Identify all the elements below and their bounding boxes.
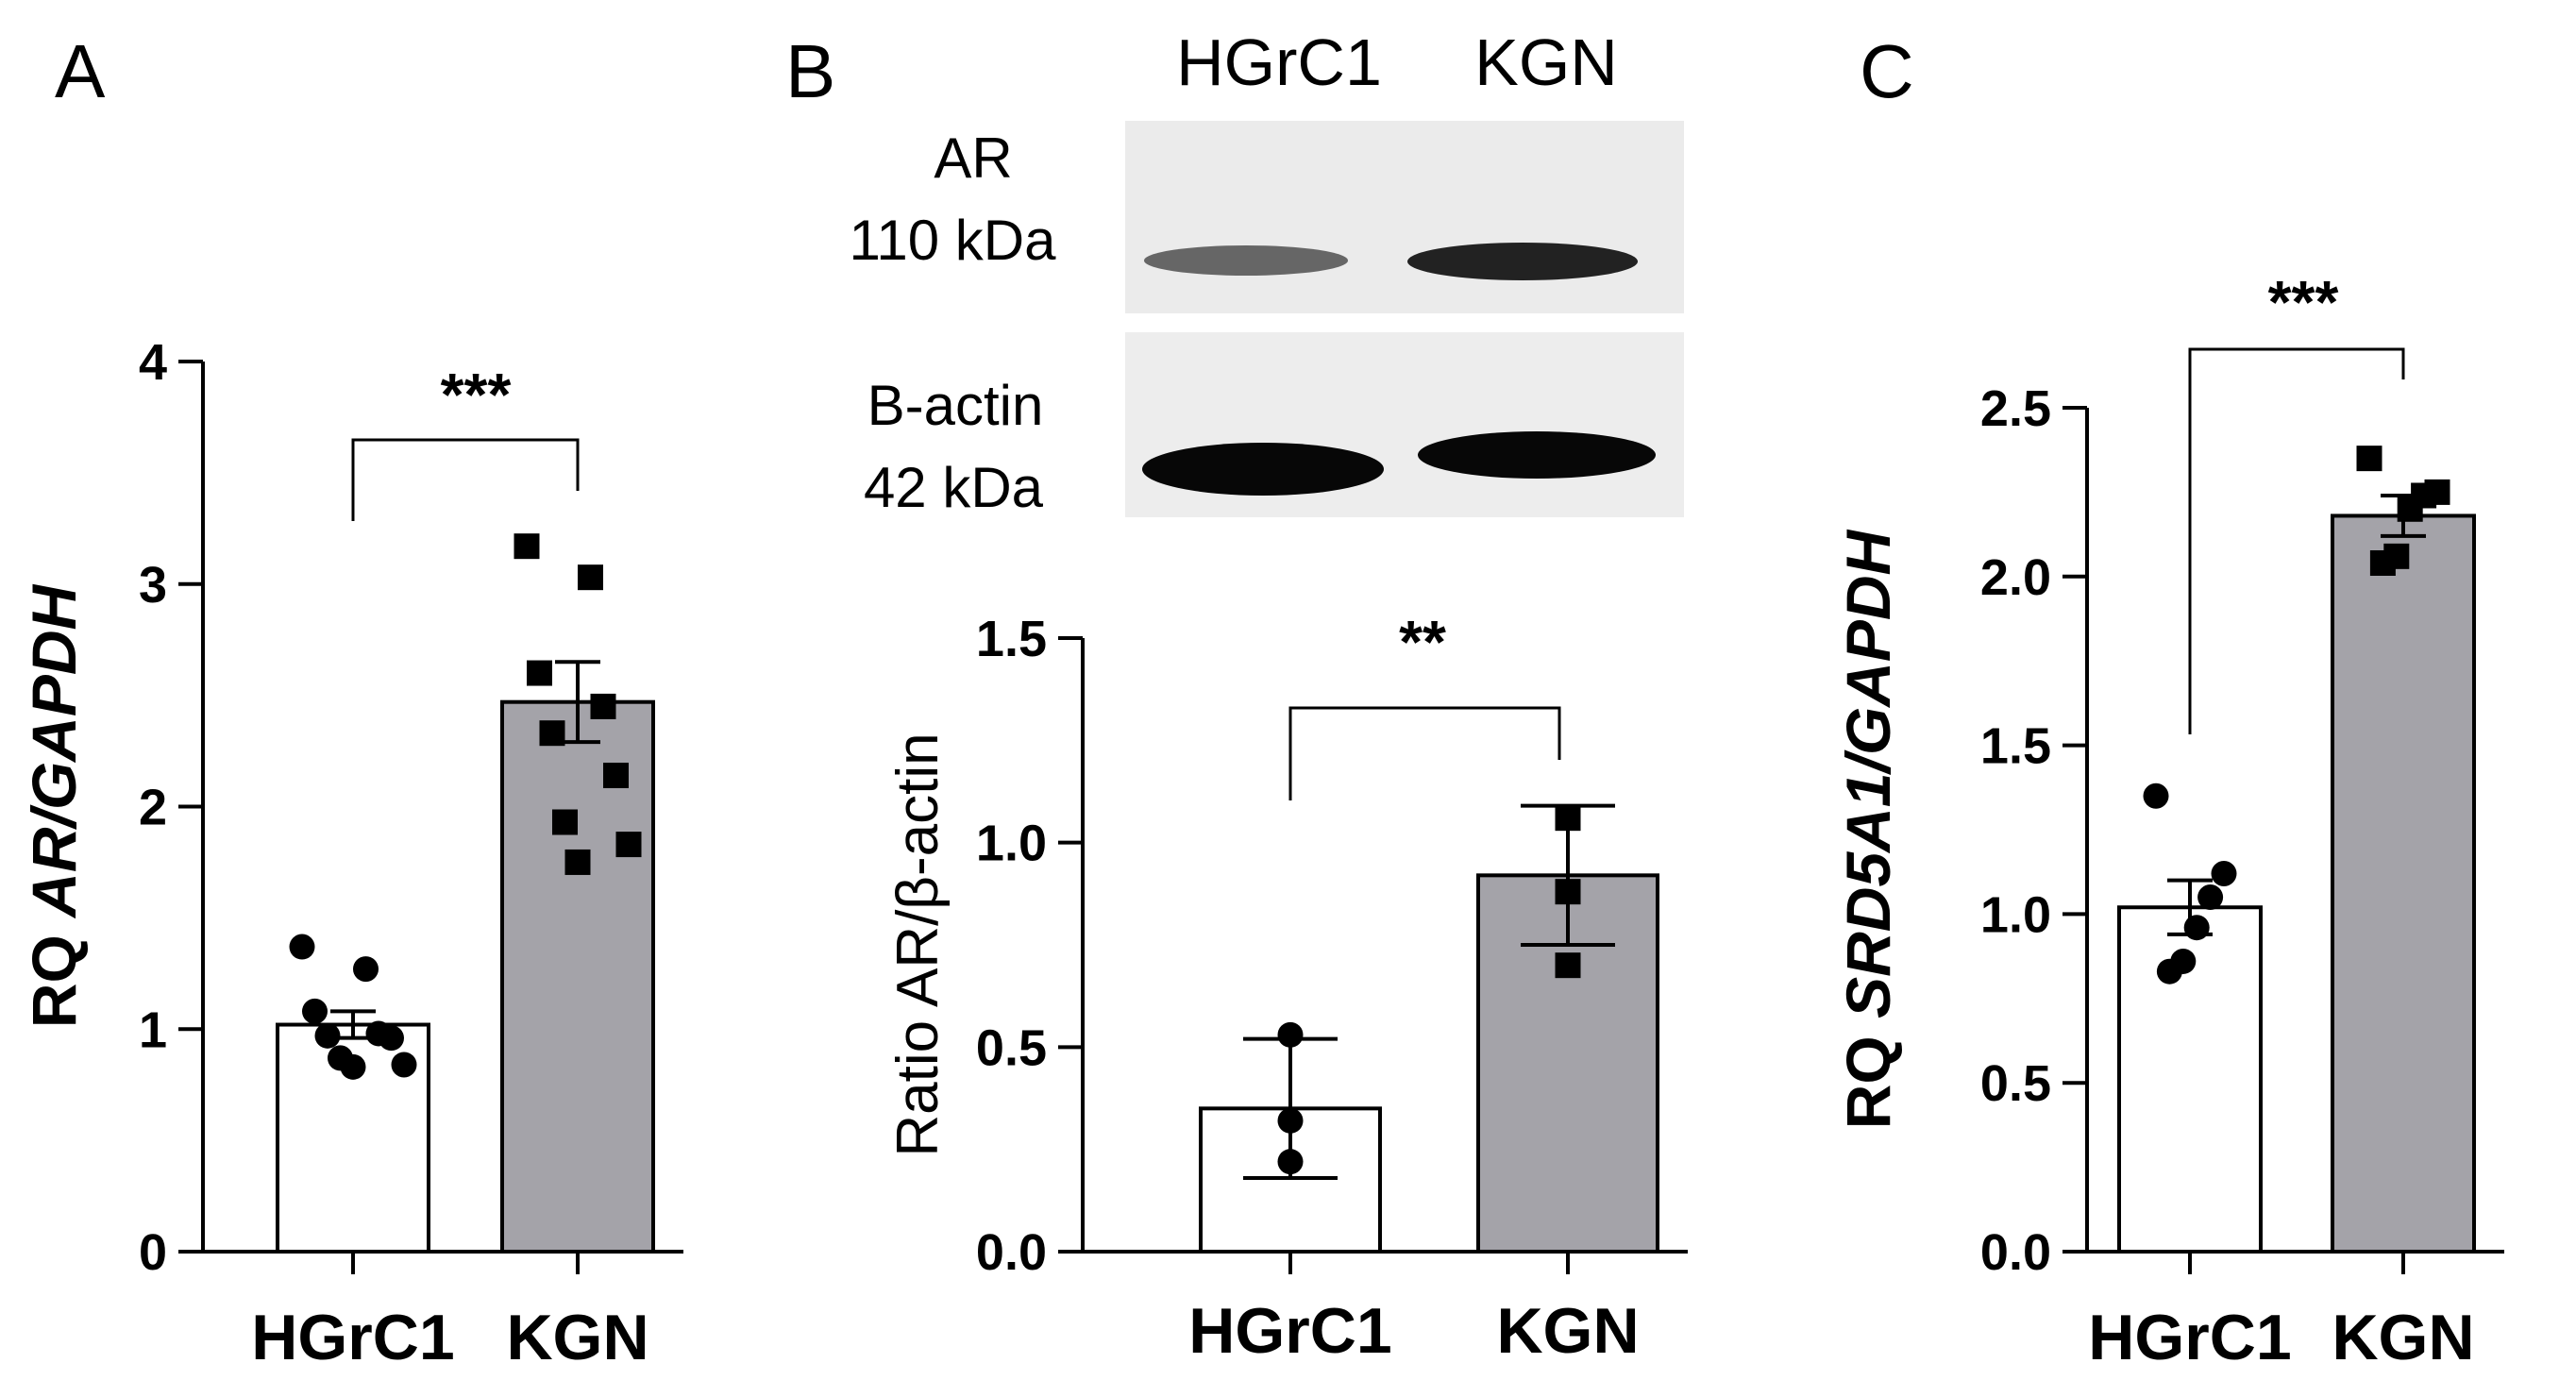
y-tick-label: 1.5 [976, 611, 1047, 667]
blot-actin-band-kgn [1418, 431, 1656, 479]
y-tick-label: 0.0 [976, 1224, 1047, 1281]
data-point-kgn [615, 832, 642, 858]
blot-actin-label: B-actin [867, 374, 1044, 437]
x-category-label-kgn: KGN [506, 1302, 648, 1373]
data-point-hgrc1 [2183, 915, 2210, 941]
significance-bracket-1 [1288, 706, 1561, 800]
chart-c: 0.0 0.5 1.0 1.5 2.0 2.5 HGrC1 KGN *** RQ SRD5A1/G… [1833, 268, 2504, 1373]
y-tick-label: 1.0 [976, 816, 1047, 872]
blot-ar-kda: 110 kDa [849, 209, 1056, 272]
data-point-kgn [539, 720, 565, 747]
x-category-label-hgrc1: HGrC1 [2088, 1302, 2291, 1373]
y-tick-label: 2.5 [1980, 380, 2051, 437]
y-tick-label: 1 [139, 1001, 167, 1058]
y-axis-label: RQ AR/GAPDH [19, 583, 89, 1028]
data-point-kgn [527, 660, 552, 686]
x-category-label-hgrc1: HGrC1 [251, 1302, 454, 1373]
blot-lane-label-kgn: KGN [1474, 25, 1618, 99]
chart-a: 0 1 2 3 4 HGrC1 KGN *** RQ AR/GAPDH [19, 334, 683, 1373]
data-point-kgn [603, 762, 629, 788]
significance-bracket-0 [351, 438, 580, 521]
blot-ar-band-hgrc1 [1144, 245, 1348, 276]
significance-label: *** [2268, 268, 2339, 336]
data-point-hgrc1 [1277, 1107, 1304, 1134]
y-axis-label-prefix: RQ [1833, 1018, 1903, 1129]
y-tick-label: 0.5 [976, 1019, 1047, 1076]
bar-kgn [500, 699, 655, 1254]
data-point-kgn [578, 564, 603, 591]
data-point-hgrc1 [2156, 958, 2182, 985]
y-tick-label: 4 [139, 334, 167, 391]
data-point-kgn [2397, 496, 2423, 522]
data-point-hgrc1 [1277, 1021, 1304, 1048]
y-tick-label: 0.5 [1980, 1055, 2051, 1112]
significance-label: ** [1399, 608, 1446, 676]
x-category-label-kgn: KGN [2332, 1302, 2474, 1373]
y-axis-label-gene: AR/GAPDH [19, 583, 89, 918]
data-point-kgn [552, 809, 578, 835]
data-point-kgn [1555, 952, 1581, 979]
blot-ar-band-kgn [1407, 243, 1638, 280]
data-point-hgrc1 [2211, 860, 2237, 886]
panel-letter-a: A [55, 29, 106, 113]
blot-ar-strip [1125, 121, 1684, 313]
blot-ar-label: AR [934, 126, 1012, 190]
data-point-hgrc1 [391, 1052, 417, 1078]
significance-label: *** [441, 361, 512, 429]
x-category-label-hgrc1: HGrC1 [1188, 1295, 1391, 1367]
data-point-kgn [2356, 446, 2382, 472]
data-point-kgn [514, 533, 540, 560]
panel-letter-c: C [1860, 29, 1914, 113]
data-point-hgrc1 [2143, 783, 2169, 809]
blot-actin-band-hgrc1 [1142, 443, 1384, 496]
y-axis-label-gene: SRD5A1/GAPDH [1833, 529, 1903, 1018]
data-point-kgn [2369, 549, 2396, 576]
data-point-hgrc1 [314, 1022, 341, 1049]
y-axis-label: Ratio AR/β-actin [885, 732, 951, 1156]
y-tick-label: 1.0 [1980, 886, 2051, 943]
data-point-kgn [564, 849, 591, 875]
x-category-label-kgn: KGN [1496, 1295, 1639, 1367]
panel-letter-b: B [785, 29, 835, 113]
data-point-hgrc1 [340, 1053, 366, 1080]
data-point-kgn [590, 693, 616, 719]
chart-b: 0.0 0.5 1.0 1.5 HGrC1 KGN ** Ratio AR/β-actin [885, 608, 1688, 1367]
y-tick-label: 0.0 [1980, 1224, 2051, 1281]
blot-actin-kda: 42 kDa [864, 456, 1044, 519]
data-point-kgn [1555, 879, 1581, 905]
y-tick-label: 0 [139, 1224, 167, 1281]
data-point-kgn [1555, 805, 1581, 832]
data-point-hgrc1 [289, 934, 315, 960]
western-blot: HGrC1 KGN AR 110 kDa B-actin 42 kDa [849, 25, 1684, 519]
significance-bracket-2 [2188, 347, 2405, 734]
data-point-hgrc1 [302, 998, 328, 1024]
data-point-hgrc1 [1277, 1149, 1304, 1175]
bar-kgn [2331, 513, 2476, 1254]
data-point-hgrc1 [2197, 884, 2224, 911]
data-point-hgrc1 [379, 1025, 404, 1052]
blot-lane-label-hgrc1: HGrC1 [1176, 25, 1382, 99]
y-axis-label: RQ SRD5A1/GAPDH [1833, 529, 1903, 1129]
y-axis-label-prefix: RQ [19, 917, 89, 1028]
y-tick-label: 2.0 [1980, 549, 2051, 606]
y-tick-label: 2 [139, 780, 167, 836]
data-point-hgrc1 [353, 956, 379, 983]
y-tick-label: 1.5 [1980, 718, 2051, 775]
y-tick-label: 3 [139, 557, 167, 614]
